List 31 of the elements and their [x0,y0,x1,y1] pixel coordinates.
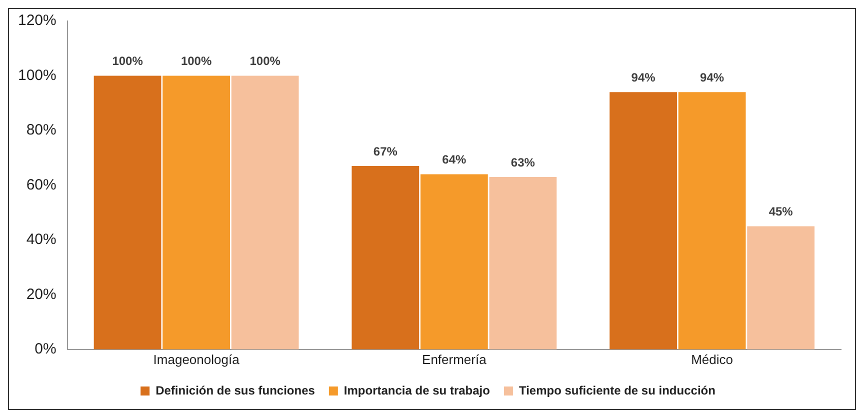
bar [162,76,230,350]
bar [678,92,746,350]
legend-label: Definición de sus funciones [156,383,316,398]
bar [231,76,299,350]
data-label: 94% [631,70,656,84]
y-tick-label: 20% [26,286,56,303]
data-label: 100% [112,54,144,68]
y-tick-label: 120% [18,12,56,30]
y-tick-label: 0% [34,340,56,358]
y-tick-label: 60% [26,176,56,194]
legend-label: Importancia de su trabajo [344,383,490,398]
data-label: 94% [700,70,724,84]
bar [420,174,488,350]
data-label: 67% [373,144,398,158]
y-tick-label: 40% [26,231,56,248]
bar [352,166,420,350]
data-label: 45% [768,204,794,219]
x-tick-label: Imageonología [153,352,240,367]
y-tick-label: 80% [26,122,56,139]
data-label: 100% [250,54,281,68]
x-tick-label: Médico [691,352,734,367]
legend-label: Tiempo suficiente de su inducción [518,383,716,398]
y-tick-label: 100% [18,66,56,84]
bar [610,92,677,350]
data-label: 100% [180,54,212,68]
data-label: 63% [510,155,536,170]
x-tick-label: Enfermería [422,352,488,367]
bar [94,76,162,350]
bar [489,176,557,350]
data-label: 64% [442,152,467,167]
bar [747,226,815,350]
